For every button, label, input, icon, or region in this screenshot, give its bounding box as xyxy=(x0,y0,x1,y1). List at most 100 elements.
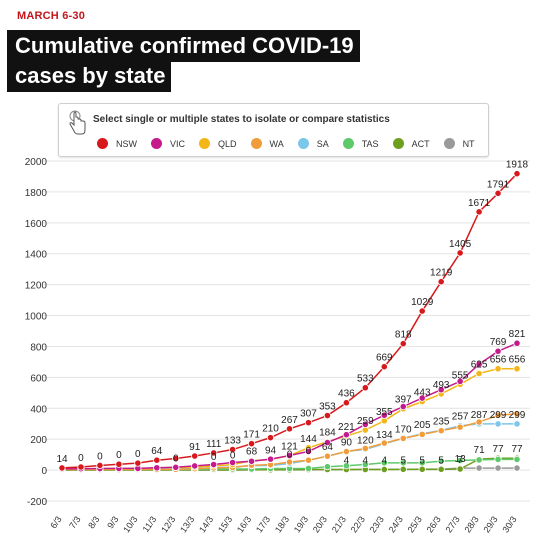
data-point-vic xyxy=(342,431,350,439)
y-tick-label: 200 xyxy=(30,435,47,446)
x-tick-label: 23/3 xyxy=(368,514,386,534)
data-point-tas xyxy=(399,459,407,467)
data-point-nsw xyxy=(191,452,199,460)
data-label-nsw: 307 xyxy=(300,409,317,420)
data-point-nsw xyxy=(380,363,388,371)
data-label-nsw: 91 xyxy=(189,442,201,453)
data-point-nt xyxy=(494,464,502,472)
data-point-vic xyxy=(418,394,426,402)
data-label-act: 71 xyxy=(474,445,486,456)
data-label-nsw: 0 xyxy=(135,449,141,460)
data-point-vic xyxy=(304,447,313,455)
pointer-hand-icon xyxy=(69,110,86,135)
data-point-nsw xyxy=(77,463,85,471)
y-tick-label: 400 xyxy=(30,404,47,415)
x-tick-label: 17/3 xyxy=(254,514,272,534)
data-point-tas xyxy=(323,463,332,471)
data-point-nsw xyxy=(513,170,521,178)
data-label-act: 77 xyxy=(492,444,504,455)
data-label-act: 5 xyxy=(400,455,406,466)
data-label-qld: 625 xyxy=(471,360,488,371)
data-point-nsw xyxy=(494,189,502,197)
data-point-nsw xyxy=(96,461,104,470)
x-tick-label: 20/3 xyxy=(311,514,329,534)
data-label-qld: 0 xyxy=(173,453,179,464)
legend-item-nsw[interactable]: NSW xyxy=(97,138,137,149)
data-label-nsw: 1405 xyxy=(449,239,472,250)
data-label-qld: 355 xyxy=(376,407,393,418)
data-label-nsw: 0 xyxy=(78,453,84,464)
legend-label: VIC xyxy=(170,138,186,149)
y-tick-label: 800 xyxy=(30,342,47,353)
legend-swatch xyxy=(250,138,262,149)
data-point-sa xyxy=(494,420,502,428)
data-label-nsw: 171 xyxy=(243,430,260,441)
data-label-sa: 120 xyxy=(357,435,374,446)
data-label-qld: 0 xyxy=(211,452,217,463)
legend-label: NSW xyxy=(116,138,137,149)
data-point-vic xyxy=(229,458,237,467)
data-label-sa: 205 xyxy=(414,420,431,431)
data-label-sa: 0 xyxy=(306,446,312,457)
y-tick-label: 600 xyxy=(30,373,47,384)
legend-item-wa[interactable]: WA xyxy=(250,138,284,149)
legend-label: ACT xyxy=(411,138,430,149)
legend-label: SA xyxy=(316,138,329,149)
data-point-tas xyxy=(456,456,464,465)
data-point-tas xyxy=(380,459,388,467)
x-tick-label: 13/3 xyxy=(178,514,196,534)
data-point-act xyxy=(380,465,388,474)
x-tick-label: 15/3 xyxy=(216,514,234,534)
data-label-nsw: 533 xyxy=(357,374,374,385)
data-label-act: 7 xyxy=(457,455,463,466)
data-label-nsw: 210 xyxy=(262,424,279,435)
data-point-vic xyxy=(380,411,388,419)
data-label-act: 4 xyxy=(363,455,369,466)
x-tick-label: 28/3 xyxy=(462,514,480,534)
data-point-nsw xyxy=(323,411,332,420)
data-label-qld: 397 xyxy=(395,395,412,406)
legend-item-sa[interactable]: SA xyxy=(297,138,329,149)
x-tick-label: 18/3 xyxy=(273,514,291,534)
legend-panel: Select single or multiple states to isol… xyxy=(58,103,489,157)
x-tick-label: 25/3 xyxy=(406,514,424,534)
data-label-nsw: 1671 xyxy=(468,198,491,209)
data-label-sa: 235 xyxy=(433,416,450,427)
chart-kicker: MARCH 6-30 xyxy=(17,10,86,22)
data-label-act: 5 xyxy=(419,455,425,466)
legend-item-qld[interactable]: QLD xyxy=(199,138,237,149)
x-tick-label: 12/3 xyxy=(159,514,177,534)
data-point-nsw xyxy=(247,440,256,448)
data-point-vic xyxy=(323,438,332,447)
data-point-wa xyxy=(437,427,445,435)
data-label-sa: 299 xyxy=(490,410,507,421)
data-label-qld: 656 xyxy=(490,355,507,366)
x-tick-label: 6/3 xyxy=(48,514,63,530)
legend-items: NSW VIC QLD WA SA TAS ACT NT xyxy=(97,138,489,149)
data-point-tas xyxy=(475,456,483,464)
legend-item-vic[interactable]: VIC xyxy=(151,138,185,149)
data-label-qld: 555 xyxy=(452,370,469,381)
data-point-nsw xyxy=(304,419,313,427)
data-label-qld: 259 xyxy=(357,416,374,427)
legend-item-nt[interactable]: NT xyxy=(443,138,475,149)
data-point-act xyxy=(399,465,407,473)
data-point-nsw xyxy=(399,340,407,348)
data-label-nsw: 0 xyxy=(116,450,122,461)
data-label-sa: 257 xyxy=(452,412,469,423)
data-label-nsw: 436 xyxy=(338,389,355,400)
legend-item-tas[interactable]: TAS xyxy=(342,138,379,149)
data-point-nsw xyxy=(229,445,237,454)
legend-swatch xyxy=(151,138,162,149)
data-point-vic xyxy=(191,462,199,470)
x-tick-label: 24/3 xyxy=(387,514,405,534)
data-label-act: 4 xyxy=(382,455,388,466)
legend-item-act[interactable]: ACT xyxy=(392,138,430,149)
data-point-nsw xyxy=(266,434,275,442)
data-label-nsw: 353 xyxy=(319,402,336,413)
legend-hint-text: Select single or multiple states to isol… xyxy=(93,114,390,125)
data-point-vic xyxy=(153,464,161,472)
y-tick-label: 1000 xyxy=(25,312,48,323)
data-label-nsw: 818 xyxy=(395,330,412,341)
